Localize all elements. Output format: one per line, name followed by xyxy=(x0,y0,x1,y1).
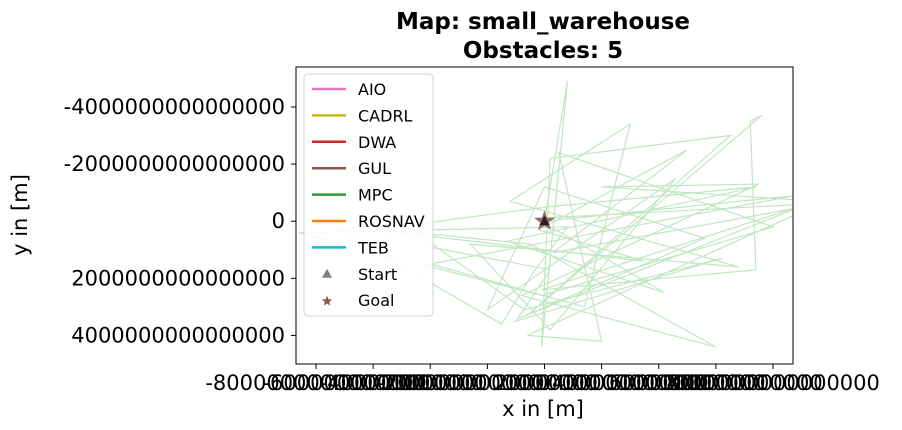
legend-box xyxy=(303,73,434,317)
legend-item-gul: GUL xyxy=(312,159,391,178)
series-layer xyxy=(298,81,793,348)
x-tick-label: 0 xyxy=(538,371,551,395)
x-tick-label: -4000000000000000 xyxy=(320,371,541,395)
legend-label: Goal xyxy=(358,291,394,310)
x-axis-ticks: -8000000000000000-6000000000000000-40000… xyxy=(205,364,880,395)
legend-item-start: Start xyxy=(322,265,397,284)
y-tick-label: 2000000000000000 xyxy=(71,266,285,290)
x-tick-label: -2000000000000000 xyxy=(377,371,598,395)
x-tick-label: 6000000000000000 xyxy=(609,371,823,395)
legend: AIO CADRL DWA GUL MPC ROSNAV TEB Start Goal xyxy=(303,73,434,317)
legend-label: MPC xyxy=(358,186,393,205)
x-axis-label: x in [m] xyxy=(502,397,584,421)
start-marker xyxy=(539,215,550,226)
marker-layer xyxy=(534,210,555,231)
legend-item-cadrl: CADRL xyxy=(312,106,413,125)
legend-label: DWA xyxy=(358,133,396,152)
legend-item-dwa: DWA xyxy=(312,133,396,152)
x-tick-label: 8000000000000000 xyxy=(666,371,880,395)
legend-label: ROSNAV xyxy=(358,212,425,231)
series-line-mpc xyxy=(298,81,793,348)
legend-item-aio: AIO xyxy=(312,80,386,99)
chart-title-line1: Map: small_warehouse xyxy=(396,9,690,35)
x-tick-label: 2000000000000000 xyxy=(495,371,709,395)
y-axis-ticks: -4000000000000000 -2000000000000000 0 20000… xyxy=(64,95,296,347)
y-tick-label: 4000000000000000 xyxy=(71,323,285,347)
y-tick-label: -4000000000000000 xyxy=(64,95,285,119)
chart-title-line2: Obstacles: 5 xyxy=(463,38,623,64)
legend-item-rosnav: ROSNAV xyxy=(312,212,425,231)
x-tick-label: 4000000000000000 xyxy=(552,371,766,395)
x-tick-label: -8000000000000000 xyxy=(205,371,426,395)
legend-label: CADRL xyxy=(358,106,413,125)
legend-label: Start xyxy=(358,265,397,284)
legend-label: TEB xyxy=(357,238,389,257)
legend-label: AIO xyxy=(358,80,386,99)
legend-label: GUL xyxy=(358,159,391,178)
x-tick-label: -6000000000000000 xyxy=(262,371,483,395)
y-tick-label: 0 xyxy=(272,209,285,233)
y-axis-label: y in [m] xyxy=(8,174,32,256)
legend-item-mpc: MPC xyxy=(312,186,393,205)
legend-swatch xyxy=(321,295,333,306)
legend-item-goal: Goal xyxy=(321,291,394,310)
legend-item-teb: TEB xyxy=(312,238,389,257)
y-tick-label: -2000000000000000 xyxy=(64,152,285,176)
legend-swatch xyxy=(322,268,332,278)
